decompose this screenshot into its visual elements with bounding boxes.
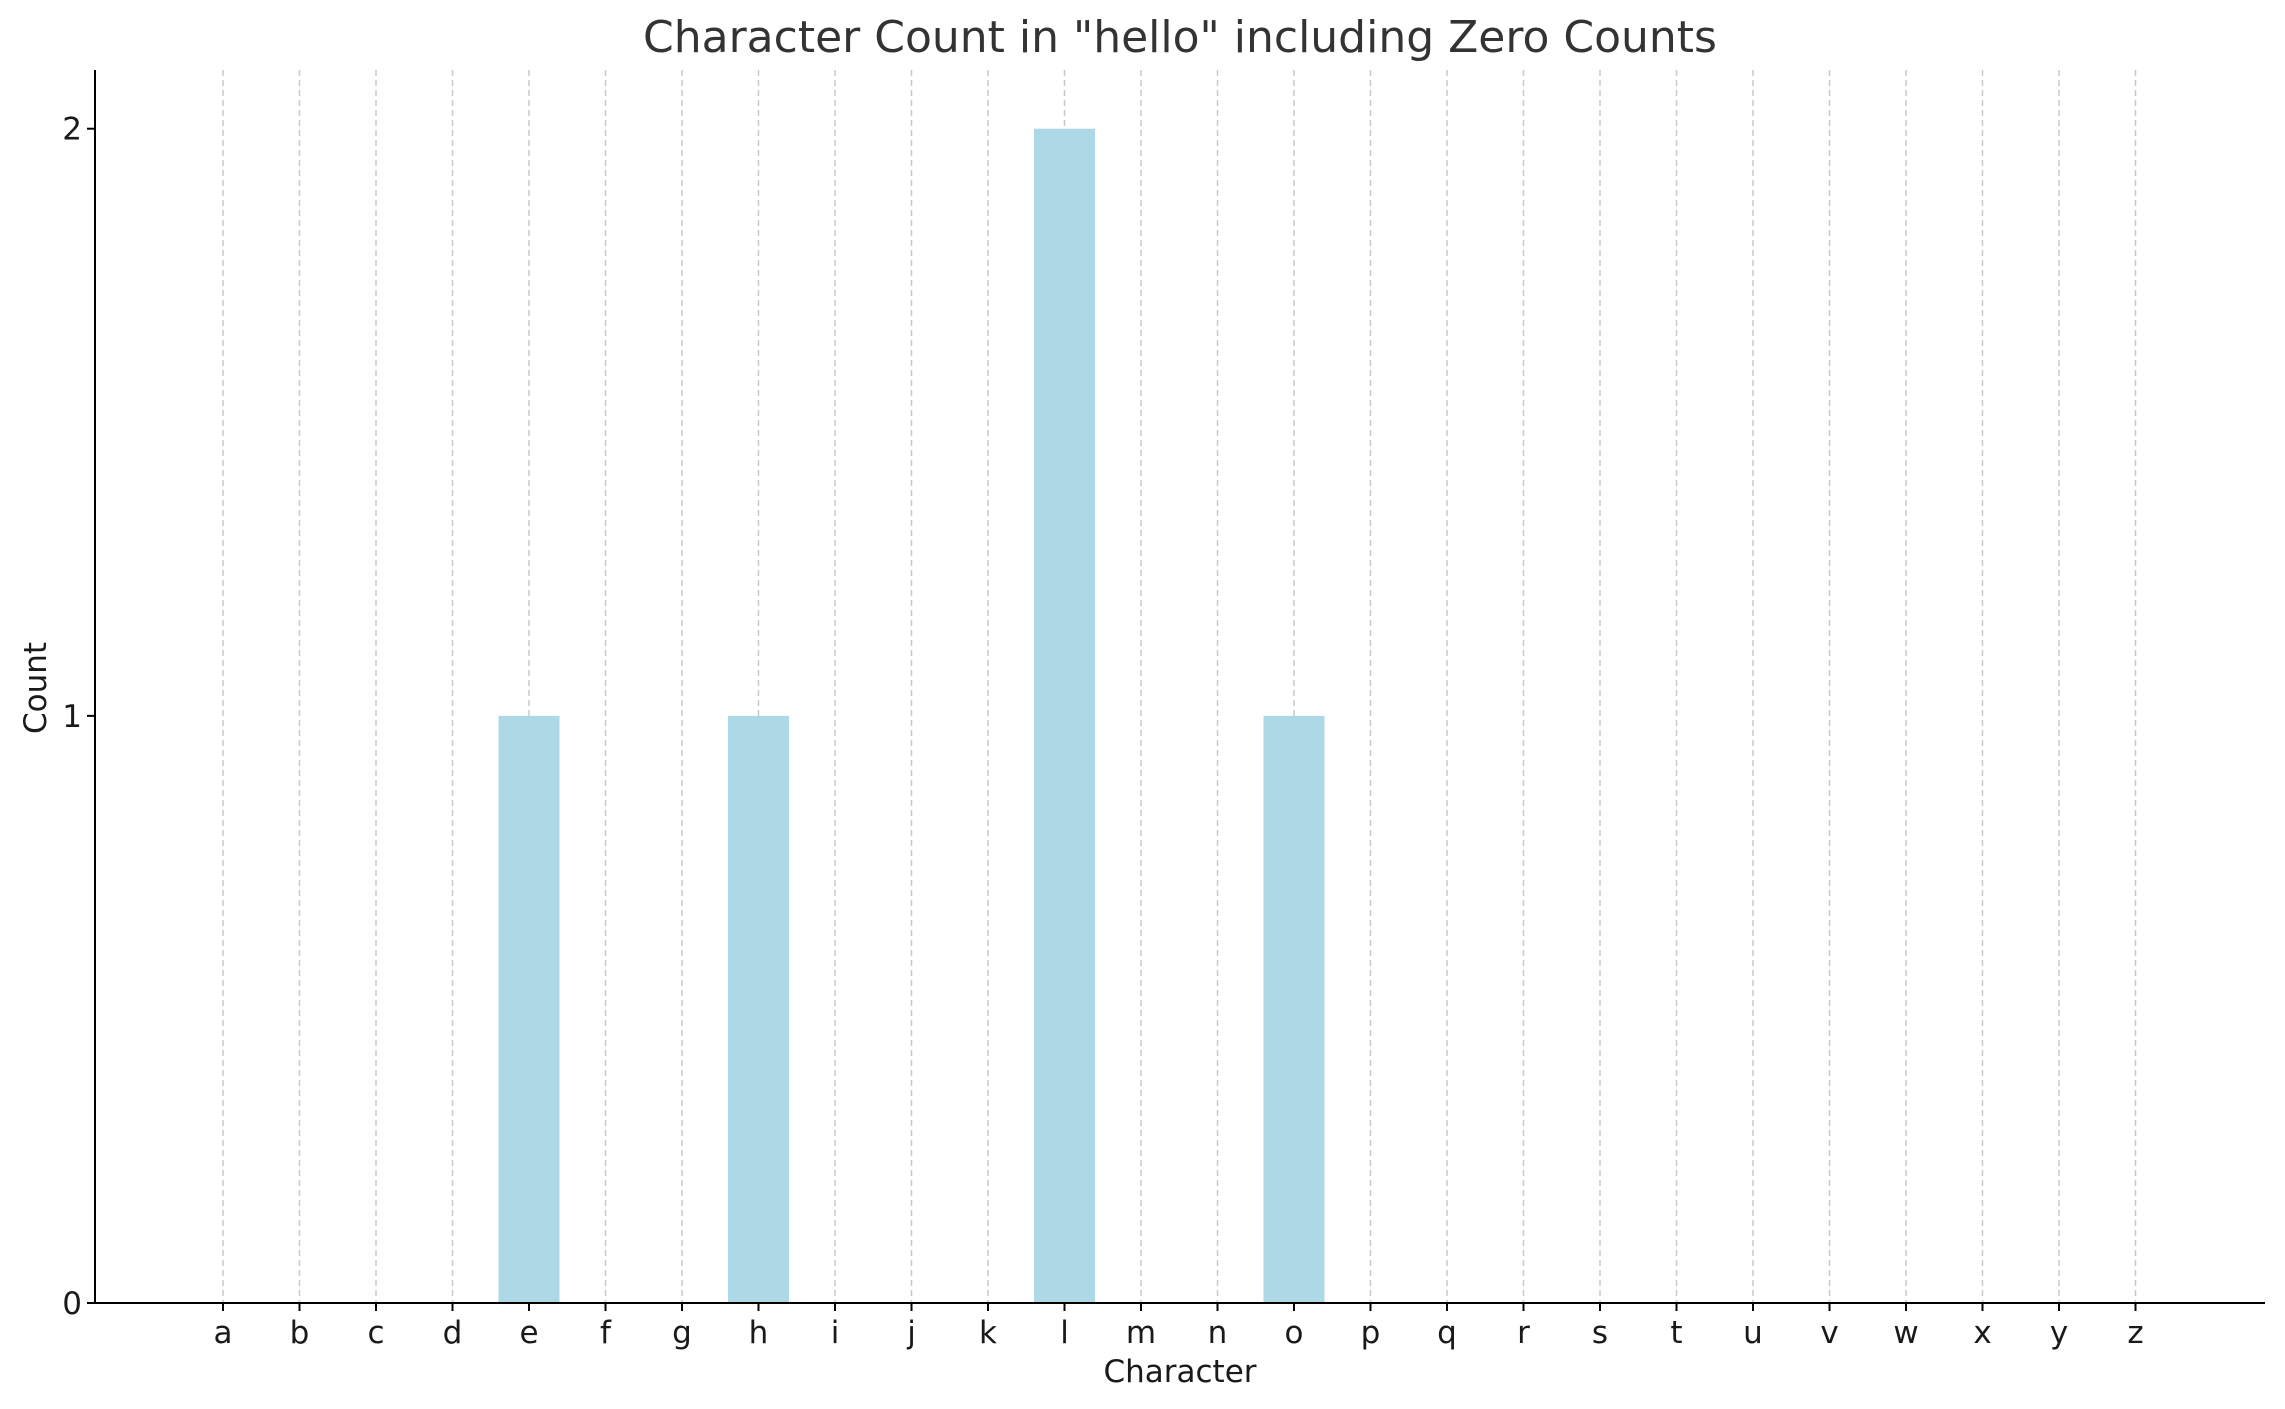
x-tick-label: j — [906, 1315, 916, 1351]
x-tick-label: t — [1670, 1315, 1682, 1351]
x-tick-label: r — [1517, 1315, 1530, 1351]
y-axis-ticks: 0 1 2 — [62, 112, 95, 1322]
x-tick-label: g — [672, 1315, 692, 1351]
x-tick-label: b — [290, 1315, 310, 1351]
bar-l — [1034, 128, 1095, 1304]
x-axis-label: Character — [1103, 1354, 1256, 1390]
x-tick-label: a — [214, 1315, 233, 1351]
x-tick-label: c — [367, 1315, 384, 1351]
bar-h — [728, 715, 789, 1303]
x-tick-label: y — [2050, 1315, 2068, 1351]
x-tick-label: u — [1743, 1315, 1763, 1351]
x-axis-ticks: a b c d e f g h i j k l m n o p q r s t u v w x y z — [214, 1303, 2144, 1351]
x-tick-label: e — [519, 1315, 538, 1351]
y-tick-label: 1 — [62, 699, 82, 735]
x-tick-label: w — [1893, 1315, 1918, 1351]
x-tick-label: p — [1361, 1315, 1381, 1351]
x-tick-label: o — [1285, 1315, 1304, 1351]
chart-title: Character Count in "hello" including Zer… — [643, 12, 1717, 63]
bar-e — [498, 715, 560, 1303]
y-tick-label: 2 — [62, 112, 82, 148]
x-tick-label: s — [1592, 1315, 1608, 1351]
y-axis-label: Count — [18, 642, 54, 734]
x-tick-label: n — [1208, 1315, 1228, 1351]
x-tick-label: x — [1973, 1315, 1991, 1351]
x-tick-label: k — [979, 1315, 997, 1351]
x-tick-label: i — [831, 1315, 840, 1351]
x-tick-label: d — [443, 1315, 463, 1351]
x-tick-label: f — [600, 1315, 612, 1351]
bar-o — [1263, 715, 1325, 1303]
x-tick-label: z — [2127, 1315, 2143, 1351]
x-tick-label: m — [1126, 1315, 1156, 1351]
x-tick-label: l — [1060, 1315, 1069, 1351]
x-tick-label: q — [1437, 1315, 1457, 1351]
grid-lines — [222, 70, 2137, 1303]
y-tick-label: 0 — [62, 1286, 82, 1322]
x-tick-label: h — [749, 1315, 769, 1351]
bars — [498, 128, 1325, 1304]
x-tick-label: v — [1820, 1315, 1838, 1351]
